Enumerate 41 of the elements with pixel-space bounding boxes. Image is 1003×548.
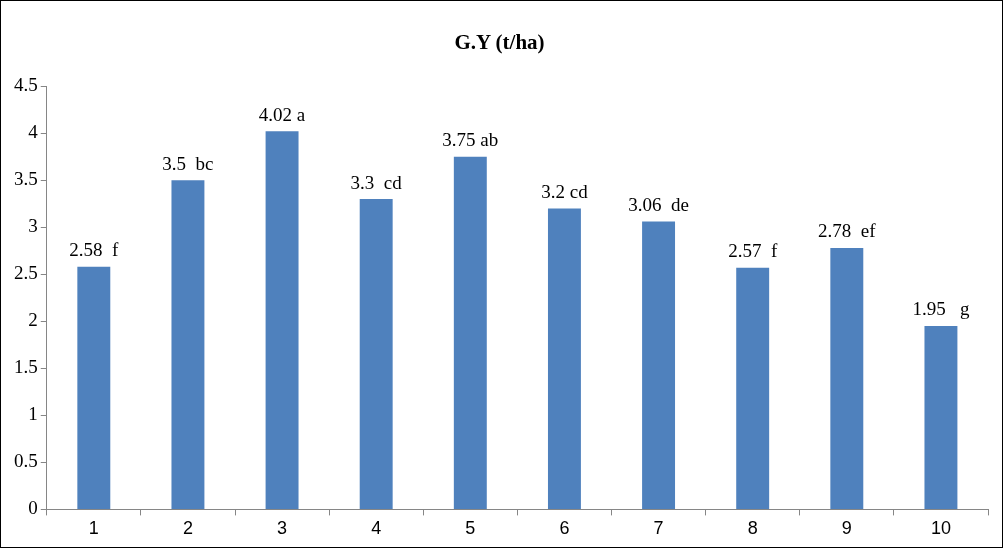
bar <box>77 266 111 509</box>
data-label: 4.02 a <box>258 103 306 125</box>
y-tick-label: 2.5 <box>14 262 38 284</box>
bar <box>642 221 676 509</box>
x-tick-label: 3 <box>277 518 288 539</box>
data-label: 2.78 ef <box>818 220 877 242</box>
bar <box>453 156 487 509</box>
data-label: 3.06 de <box>628 194 689 216</box>
x-tick-label: 1 <box>88 518 99 539</box>
y-tick-label: 3 <box>28 215 38 237</box>
bar <box>736 267 770 509</box>
y-tick-label: 4.5 <box>14 74 38 96</box>
y-tick-label: 4 <box>28 121 39 143</box>
x-tick-label: 9 <box>841 518 852 539</box>
bar <box>265 131 299 509</box>
bar <box>359 199 393 509</box>
data-label: 2.58 f <box>69 239 120 261</box>
x-tick-label: 6 <box>559 518 570 539</box>
bar <box>547 208 581 509</box>
data-label: 3.3 cd <box>350 171 403 193</box>
data-label: 3.5 bc <box>162 152 214 174</box>
bar <box>171 180 205 509</box>
data-label: 1.95 g <box>912 298 970 320</box>
y-tick-label: 2 <box>28 309 38 331</box>
chart-title: G.Y (t/ha) <box>454 30 545 55</box>
y-tick-label: 1.5 <box>14 356 38 378</box>
x-tick-label: 4 <box>371 518 382 539</box>
y-tick-label: 1 <box>28 403 38 425</box>
y-tick-label: 0.5 <box>14 450 38 472</box>
x-tick-label: 5 <box>465 518 476 539</box>
data-label: 2.57 f <box>728 240 778 262</box>
data-label: 3.75 ab <box>442 129 499 151</box>
y-tick-label: 0 <box>28 497 38 519</box>
data-label: 3.2 cd <box>541 180 589 202</box>
bar <box>924 326 958 509</box>
x-tick-label: 7 <box>653 518 664 539</box>
x-tick-label: 8 <box>747 518 758 539</box>
bar <box>830 247 864 509</box>
y-tick-label: 3.5 <box>14 168 38 190</box>
x-tick-label: 10 <box>930 518 951 539</box>
x-tick-label: 2 <box>182 518 193 539</box>
